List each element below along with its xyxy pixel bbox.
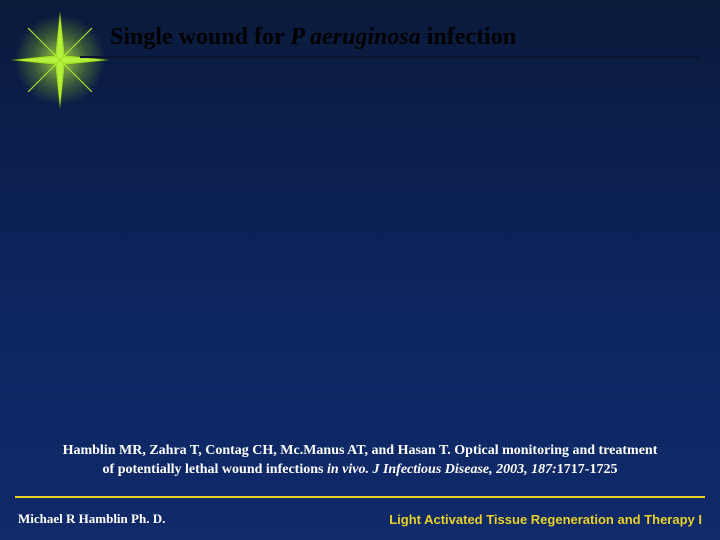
footer-series: Light Activated Tissue Regeneration and … bbox=[389, 512, 702, 527]
citation-italic: in vivo. J Infectious Disease, 2003, 187… bbox=[327, 462, 557, 477]
title-prefix: Single wound for bbox=[110, 24, 290, 50]
citation-part2: 1717-1725 bbox=[557, 462, 618, 477]
footer: Michael R Hamblin Ph. D. Light Activated… bbox=[0, 498, 720, 540]
footer-author: Michael R Hamblin Ph. D. bbox=[18, 511, 165, 527]
slide-title: Single wound for P aeruginosa infection bbox=[110, 12, 690, 62]
title-text: Single wound for P aeruginosa infection bbox=[110, 24, 516, 51]
title-italic: P aeruginosa bbox=[290, 24, 420, 50]
compass-star-icon bbox=[10, 10, 110, 110]
slide-container: Single wound for P aeruginosa infection … bbox=[0, 0, 720, 540]
title-suffix: infection bbox=[421, 24, 516, 50]
citation-text: Hamblin MR, Zahra T, Contag CH, Mc.Manus… bbox=[60, 442, 660, 480]
title-underline bbox=[80, 56, 700, 58]
